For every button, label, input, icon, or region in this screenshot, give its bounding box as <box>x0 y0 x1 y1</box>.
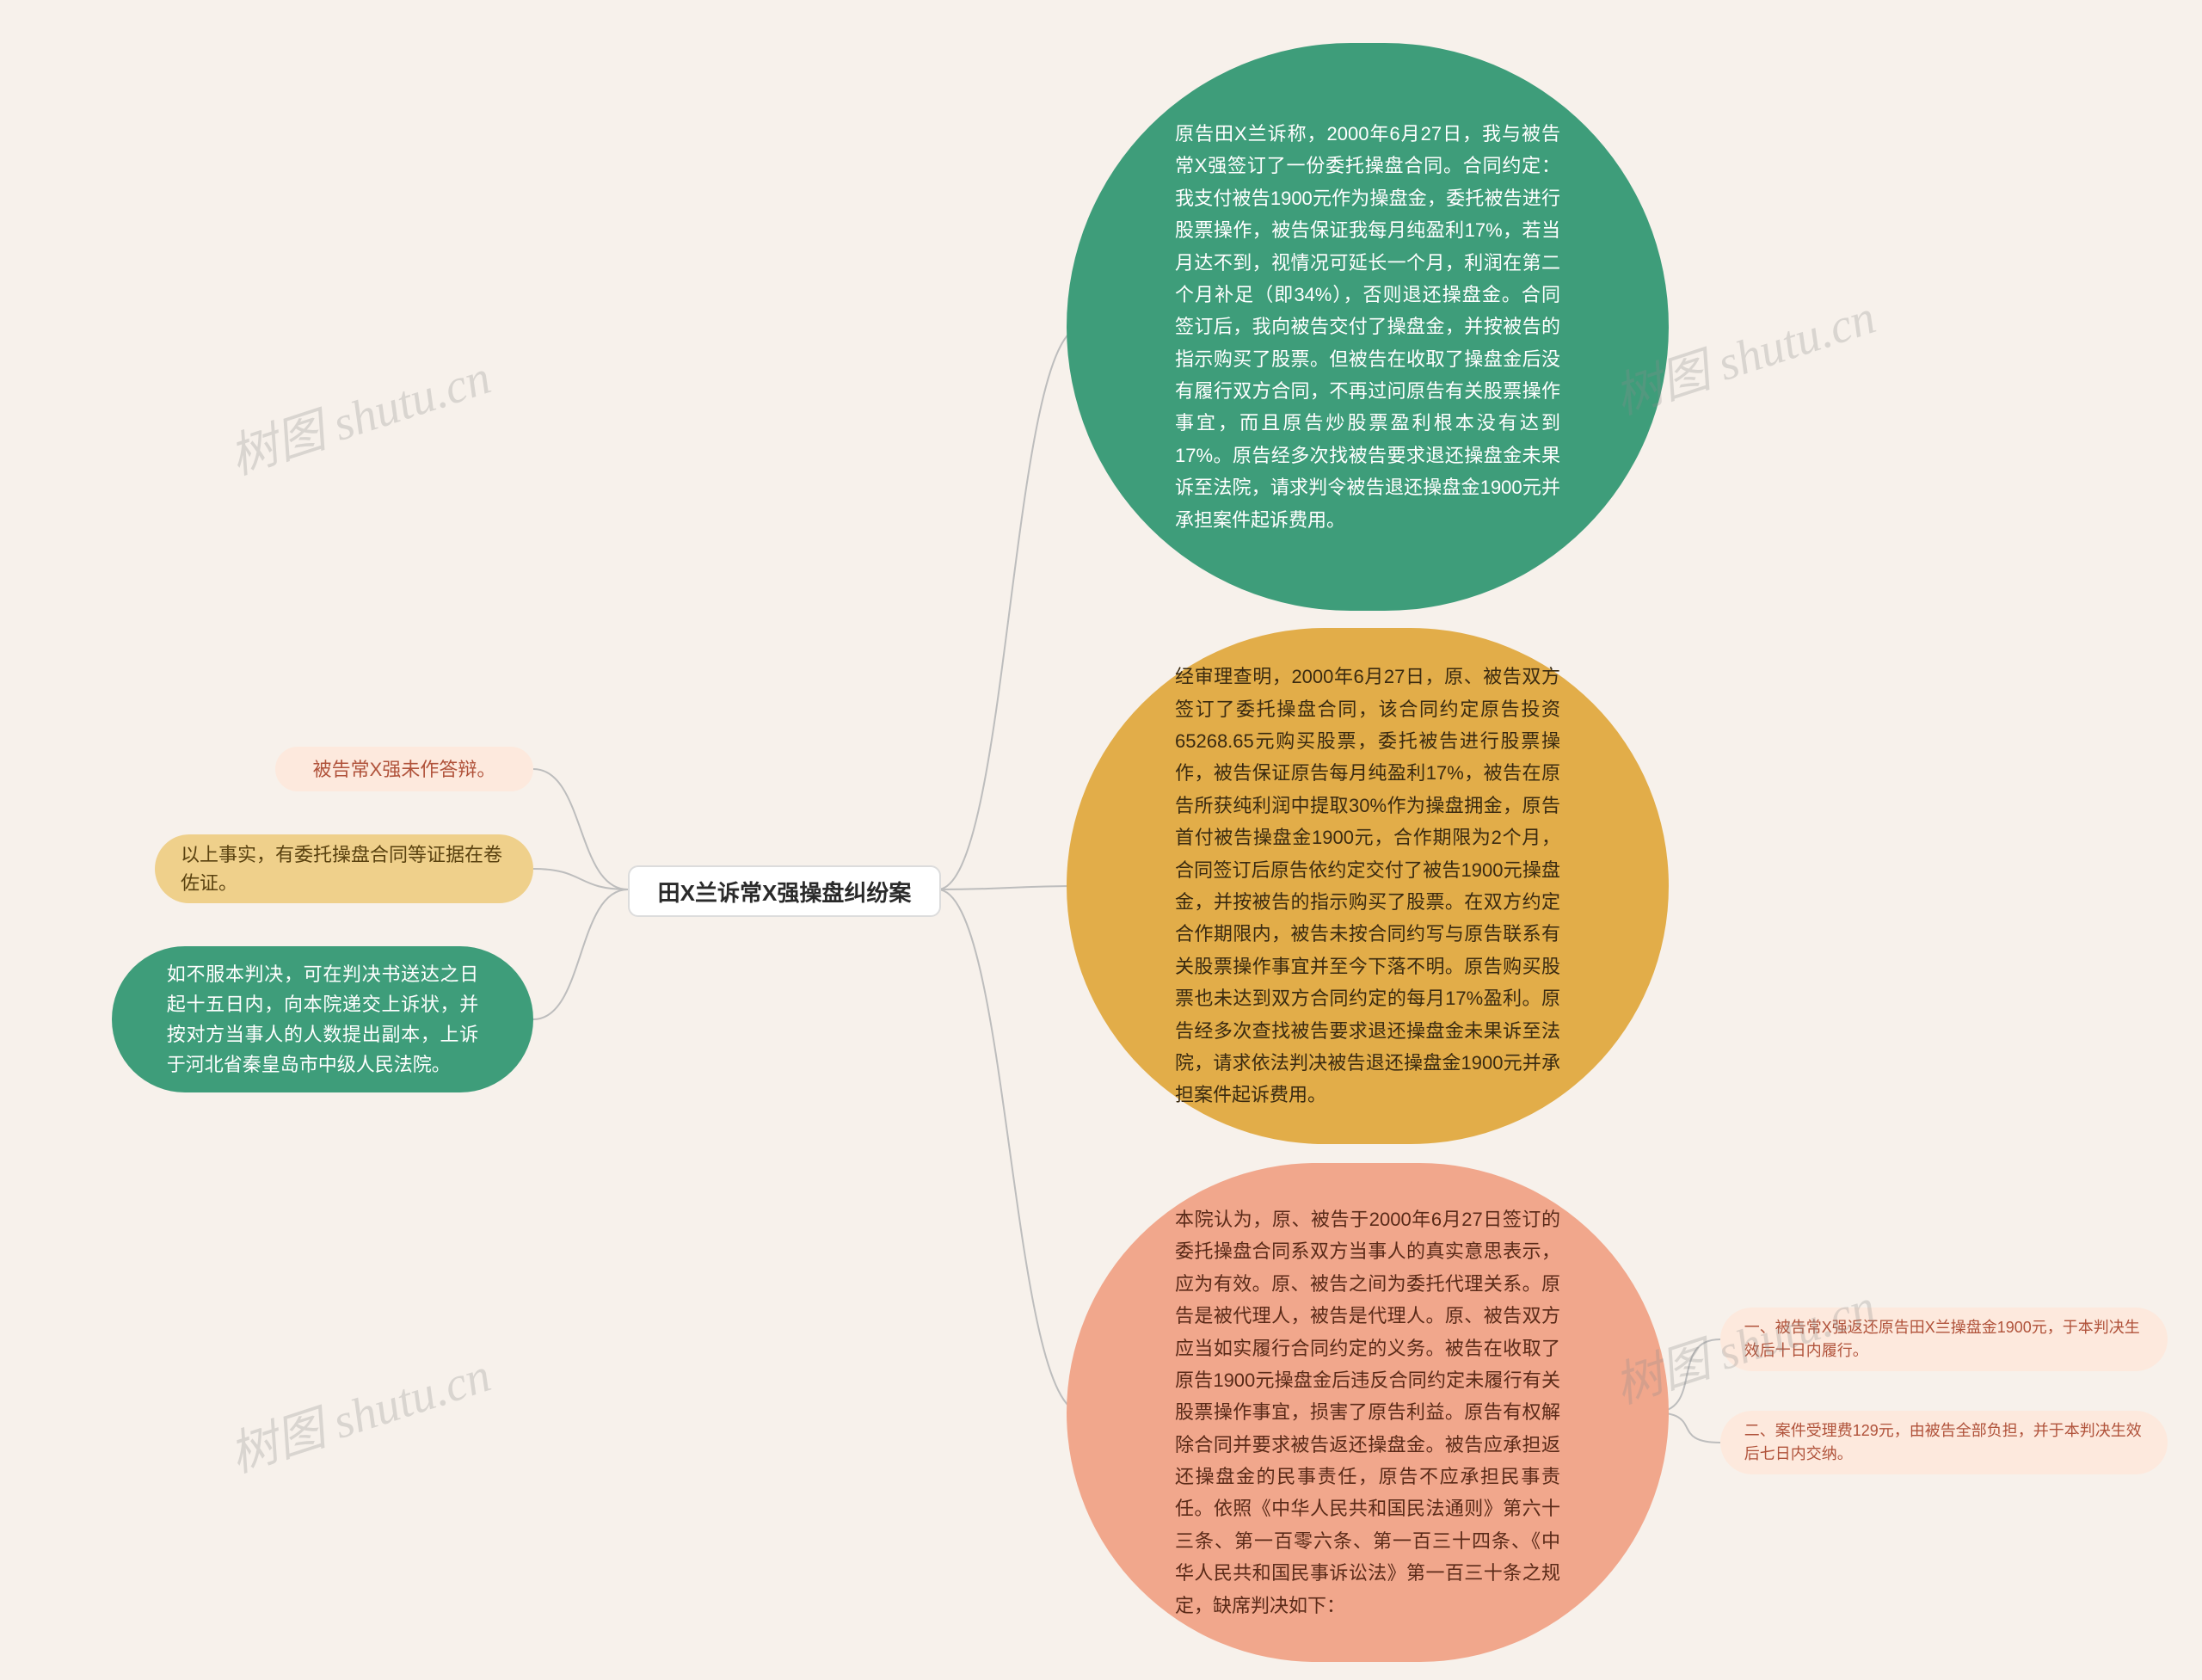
watermark: 树图 shutu.cn <box>219 1336 498 1486</box>
watermark: 树图 shutu.cn <box>1604 1267 1883 1417</box>
watermark: 树图 shutu.cn <box>219 338 498 488</box>
watermark-layer: 树图 shutu.cn 树图 shutu.cn 树图 shutu.cn 树图 shut… <box>0 0 2202 1680</box>
watermark: 树图 shutu.cn <box>1604 278 1883 428</box>
